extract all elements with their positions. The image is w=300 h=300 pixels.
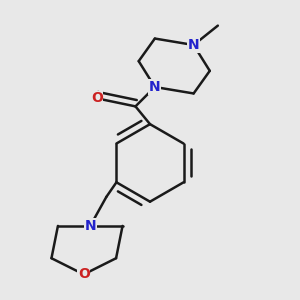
- Text: N: N: [84, 219, 96, 233]
- Text: O: O: [91, 91, 103, 105]
- Text: O: O: [78, 267, 90, 281]
- Text: N: N: [188, 38, 200, 52]
- Text: N: N: [149, 80, 161, 94]
